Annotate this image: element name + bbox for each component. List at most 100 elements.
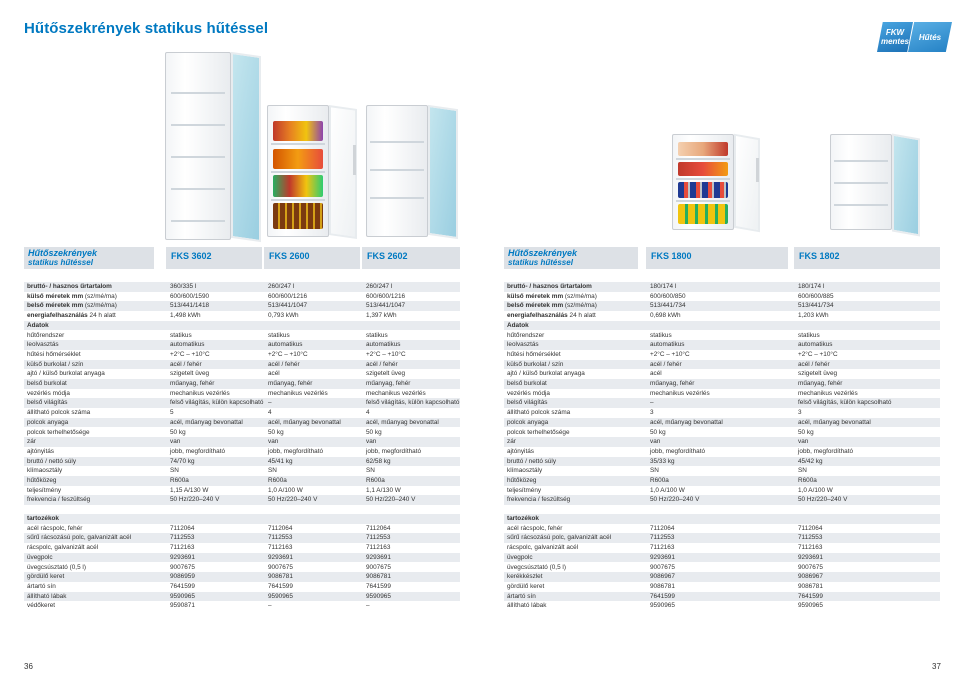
row-value: 9086781 xyxy=(798,582,823,590)
accessory-row: acél rácspolc, fehér 7112064 7112064 711206… xyxy=(24,524,460,534)
row-value: jobb, megfordítható xyxy=(366,447,422,455)
row-value: 1,498 kWh xyxy=(170,312,201,320)
row-label: rácspolc, galvanizált acél xyxy=(507,543,578,553)
row-value: 9086781 xyxy=(268,573,293,581)
row-value: 62/58 kg xyxy=(366,457,391,465)
row-value: SN xyxy=(268,467,277,475)
row-label-text: gördülő keret xyxy=(27,573,65,581)
row-value: 45/42 kg xyxy=(798,457,823,465)
row-value: 9590871 xyxy=(170,602,195,610)
accessory-row: üvegcsúsztató (0,5 l) 9007675 9007675 xyxy=(504,563,940,573)
spec-row: külső méretek mm (sz/mé/ma) 600/600/850 60… xyxy=(504,292,940,302)
row-label: külső burkolat / szín xyxy=(27,360,83,370)
spec-row: ajtó / külső burkolat anyaga szigetelt üv… xyxy=(24,369,460,379)
row-value: R600a xyxy=(170,477,189,484)
row-label-text: ajtónyitás xyxy=(27,447,54,455)
row-label-suffix: (sz/mé/ma) xyxy=(563,302,597,310)
row-label: hűtőközeg xyxy=(27,476,57,486)
product-image-fks2600 xyxy=(267,105,362,240)
row-value: 1,0 A/100 W xyxy=(798,486,833,494)
row-value: 7112064 xyxy=(170,524,195,532)
row-value: +2°C – +10°C xyxy=(268,350,308,358)
row-label: energiafelhasználás 24 h alatt xyxy=(27,311,116,321)
row-label-text: állítható polcok száma xyxy=(27,409,91,417)
spec-row: belső burkolat műanyag, fehér műanyag, feh… xyxy=(504,379,940,389)
row-label: teljesítmény xyxy=(27,486,61,496)
accessory-row: tartozékok xyxy=(24,514,460,524)
row-label: állítható lábak xyxy=(507,601,546,611)
row-label-text: bruttó- / hasznos űrtartalom xyxy=(27,283,112,290)
row-value: 7641599 xyxy=(268,582,293,590)
row-value: 7641599 xyxy=(650,592,675,600)
row-value: mechanikus vezérlés xyxy=(170,389,230,397)
spec-row: belső méretek mm (sz/mé/ma) 513/441/734 51… xyxy=(504,301,940,312)
spec-row: külső méretek mm (sz/mé/ma) 600/600/1590 6… xyxy=(24,292,460,302)
row-label-text: zár xyxy=(27,438,36,446)
row-label: Adatok xyxy=(27,321,49,331)
model-header-fks1800: FKS 1800 xyxy=(646,247,788,269)
row-label-text: rácspolc, galvanizált acél xyxy=(27,544,99,552)
row-value: – xyxy=(268,602,272,610)
spec-row: hűtőközeg R600a R600a xyxy=(504,476,940,486)
row-value: automatikus xyxy=(798,341,833,349)
spec-row: polcok anyaga acél, műanyag bevonattal acé… xyxy=(504,417,940,428)
badge-line-1: FKW xyxy=(885,28,905,37)
row-label-text: üvegcsúsztató (0,5 l) xyxy=(507,563,566,571)
row-value: 7112163 xyxy=(268,544,293,552)
row-value: műanyag, fehér xyxy=(268,380,313,387)
row-label: védőkeret xyxy=(27,601,55,611)
row-label-text: sűrű rácsozású polc, galvanizált acél xyxy=(507,534,612,542)
row-value: automatikus xyxy=(650,341,685,349)
spec-row: frekvencia / feszültség 50 Hz/220–240 V 50… xyxy=(24,495,460,506)
row-value: 7112553 xyxy=(650,534,675,542)
row-value: 600/600/885 xyxy=(798,292,834,300)
row-label-text: Adatok xyxy=(507,321,529,329)
row-label-text: teljesítmény xyxy=(27,486,62,494)
accessory-row: acél rácspolc, fehér 7112064 7112064 xyxy=(504,524,940,534)
right-system-header: Hűtőszekrények statikus hűtéssel xyxy=(504,247,638,269)
row-value: 50 Hz/220–240 V xyxy=(366,496,416,504)
accessory-row: rácspolc, galvanizált acél 7112163 7112163… xyxy=(24,543,460,553)
row-value: automatikus xyxy=(366,341,401,349)
spec-row: leolvasztás automatikus automatikus xyxy=(504,340,940,350)
row-label-suffix: (sz/mé/ma) xyxy=(563,292,597,300)
spec-row: állítható polcok száma 5 4 4 xyxy=(24,408,460,418)
spec-row: külső burkolat / szín acél / fehér acél / … xyxy=(24,359,460,370)
page-title: Hűtőszekrények statikus hűtéssel xyxy=(24,20,269,37)
row-label: frekvencia / feszültség xyxy=(507,495,570,505)
spec-row: hűtőközeg R600a R600a R600a xyxy=(24,476,460,486)
row-label-text: hűtőrendszer xyxy=(507,331,545,339)
row-value: 4 xyxy=(268,409,272,417)
row-value: 0,793 kWh xyxy=(268,312,299,320)
accessory-row: állítható lábak 9590965 9590965 9590965 xyxy=(24,591,460,602)
row-label-text: leolvasztás xyxy=(27,341,59,349)
system-title: Hűtőszekrények xyxy=(28,248,98,258)
row-label: hűtőrendszer xyxy=(27,331,64,341)
category-badges: FKW mentes Hűtés xyxy=(877,22,952,52)
row-label: acél rácspolc, fehér xyxy=(507,524,562,534)
row-label: belső burkolat xyxy=(27,379,67,389)
row-value: jobb, megfordítható xyxy=(798,447,854,455)
spec-row: külső burkolat / szín acél / fehér acél / … xyxy=(504,359,940,370)
row-label: hűtőrendszer xyxy=(507,331,544,341)
row-label-text: vezérlés módja xyxy=(27,389,70,397)
row-label-text: hűtési hőmérséklet xyxy=(27,350,81,358)
row-label: frekvencia / feszültség xyxy=(27,495,90,505)
row-value: 7112163 xyxy=(366,544,391,552)
row-value: 7641599 xyxy=(366,582,391,590)
row-label: üvegpolc xyxy=(507,553,533,563)
accessory-row: tartozékok xyxy=(504,514,940,524)
row-label: külső méretek mm (sz/mé/ma) xyxy=(507,292,597,302)
row-label: üvegpolc xyxy=(27,553,53,563)
row-value: felső világítás, külön kapcsolható xyxy=(798,399,892,407)
spec-row: zár van van xyxy=(504,437,940,447)
row-label: belső világítás xyxy=(27,398,68,408)
row-value: SN xyxy=(798,467,807,475)
spec-row: állítható polcok száma 3 3 xyxy=(504,408,940,418)
row-value: 7112553 xyxy=(170,534,195,542)
row-value: mechanikus vezérlés xyxy=(366,389,426,397)
row-value: 513/441/1047 xyxy=(268,302,308,310)
row-value: 1,0 A/100 W xyxy=(268,486,303,494)
row-value: acél / fehér xyxy=(798,360,830,368)
row-label: hűtőközeg xyxy=(507,476,537,486)
